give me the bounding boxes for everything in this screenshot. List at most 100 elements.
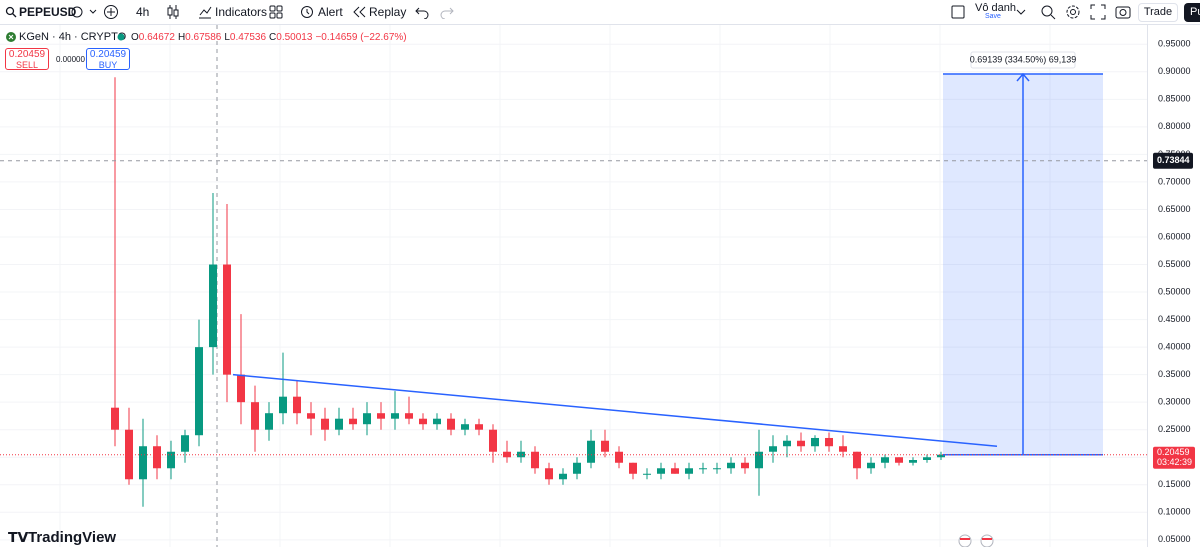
candle-body bbox=[573, 462, 581, 474]
candle-body bbox=[685, 468, 693, 474]
candle-body bbox=[349, 418, 357, 425]
candle-body bbox=[223, 264, 231, 375]
candle-body bbox=[405, 413, 413, 419]
candle-body bbox=[153, 446, 161, 469]
crosshair-label-box bbox=[1153, 152, 1193, 169]
ohlc-values: O0.64672 H0.67586 L0.47536 C0.50013 −0.14659… bbox=[131, 32, 407, 43]
y-tick-label: 0.15000 bbox=[1158, 479, 1191, 489]
candle-body bbox=[517, 451, 525, 458]
candle-body bbox=[335, 418, 343, 430]
sell-price: 0.20459 bbox=[8, 49, 46, 60]
y-tick-label: 0.95000 bbox=[1158, 39, 1191, 49]
quick-search-button[interactable] bbox=[1040, 4, 1056, 20]
candle-body bbox=[447, 418, 455, 430]
candle-body bbox=[475, 424, 483, 430]
y-tick-label: 0.65000 bbox=[1158, 204, 1191, 214]
candle-body bbox=[755, 451, 763, 469]
buy-price: 0.20459 bbox=[89, 49, 127, 60]
search-icon bbox=[5, 6, 17, 18]
candle-body bbox=[657, 468, 665, 474]
redo-button[interactable] bbox=[440, 5, 454, 19]
candle-body bbox=[111, 407, 119, 430]
candle-body bbox=[853, 451, 861, 469]
candle-body bbox=[433, 418, 441, 425]
candle-body bbox=[811, 437, 819, 447]
symbol-logo bbox=[6, 32, 16, 42]
fullscreen-button[interactable] bbox=[1090, 4, 1106, 20]
y-tick-label: 0.60000 bbox=[1158, 231, 1191, 241]
candle-body bbox=[461, 424, 469, 430]
alert-button[interactable]: Alert bbox=[318, 5, 343, 19]
ohlc-change: −0.14659 (−22.67%) bbox=[315, 32, 407, 43]
symbol[interactable]: PEPEUSD bbox=[19, 5, 77, 19]
event-flag bbox=[958, 534, 972, 547]
candle-body bbox=[377, 413, 385, 419]
replay-icon bbox=[353, 6, 366, 18]
y-tick-label: 0.30000 bbox=[1158, 397, 1191, 407]
undo-button[interactable] bbox=[415, 5, 429, 19]
candle-body bbox=[559, 473, 567, 480]
snapshot-button[interactable] bbox=[1115, 4, 1131, 20]
candle-body bbox=[195, 347, 203, 436]
candle-body bbox=[769, 446, 777, 452]
candle-body bbox=[391, 413, 399, 419]
ohlc-value: 0.64672 bbox=[138, 32, 175, 43]
ohlc-key: L bbox=[224, 32, 230, 43]
crosshair-label: 0.73844 bbox=[1157, 155, 1190, 165]
legend-title: KGeN · 4h · CRYPTO bbox=[19, 31, 127, 43]
event-flag bbox=[980, 534, 994, 547]
chart-type-button[interactable] bbox=[166, 4, 180, 20]
candle-body bbox=[419, 418, 427, 425]
replay-button[interactable]: Replay bbox=[369, 5, 407, 19]
candle-body bbox=[321, 418, 329, 430]
candle-body bbox=[629, 462, 637, 474]
candle-body bbox=[363, 413, 371, 425]
event-flag-stripe bbox=[960, 538, 970, 540]
save-label[interactable]: Save bbox=[985, 13, 1001, 20]
layout-menu[interactable] bbox=[1016, 9, 1026, 17]
compare-button[interactable] bbox=[70, 5, 100, 19]
candle-body bbox=[895, 457, 903, 463]
countdown-label: 03:42:39 bbox=[1157, 457, 1192, 467]
candle-body bbox=[587, 440, 595, 463]
candle-body bbox=[909, 460, 917, 463]
layout-checkbox[interactable] bbox=[951, 5, 965, 19]
candle-body bbox=[251, 402, 259, 430]
layout-name[interactable]: Vô danh bbox=[975, 2, 1016, 14]
market-status bbox=[117, 33, 125, 41]
candle-body bbox=[797, 440, 805, 447]
y-tick-label: 0.25000 bbox=[1158, 424, 1191, 434]
candle-body bbox=[279, 396, 287, 414]
y-tick-label: 0.70000 bbox=[1158, 176, 1191, 186]
ohlc-key: O bbox=[131, 32, 139, 43]
buy-button[interactable]: 0.20459 BUY bbox=[86, 48, 130, 70]
last-price-box bbox=[1153, 446, 1195, 469]
ohlc-value: 0.67586 bbox=[185, 32, 222, 43]
last-price-label: 0.20459 bbox=[1157, 447, 1190, 457]
logo-text: TradingView bbox=[28, 529, 117, 546]
y-tick-label: 0.80000 bbox=[1158, 121, 1191, 131]
candle-body bbox=[867, 462, 875, 469]
templates-button[interactable] bbox=[269, 5, 283, 19]
candle-body bbox=[727, 462, 735, 469]
sell-button[interactable]: 0.20459 SELL bbox=[5, 48, 49, 70]
y-tick-label: 0.85000 bbox=[1158, 94, 1191, 104]
trade-button[interactable]: Trade bbox=[1138, 3, 1178, 22]
trend-line bbox=[232, 373, 998, 447]
sell-label: SELL bbox=[15, 60, 39, 70]
y-tick-label: 0.40000 bbox=[1158, 341, 1191, 351]
candle-body bbox=[601, 440, 609, 452]
candle-body bbox=[741, 462, 749, 469]
measure-label: 0.69139 (334.50%) 69,139 bbox=[970, 54, 1077, 64]
candle-body bbox=[783, 440, 791, 447]
interval[interactable]: 4h bbox=[136, 5, 150, 19]
y-tick-label: 0.45000 bbox=[1158, 314, 1191, 324]
candle-body bbox=[545, 468, 553, 480]
candle-body bbox=[181, 435, 189, 452]
add-symbol-button[interactable] bbox=[103, 4, 119, 20]
indicators-button[interactable]: Indicators bbox=[215, 5, 268, 19]
settings-button[interactable] bbox=[1065, 4, 1081, 20]
publish-button[interactable]: Pu bbox=[1184, 3, 1200, 22]
